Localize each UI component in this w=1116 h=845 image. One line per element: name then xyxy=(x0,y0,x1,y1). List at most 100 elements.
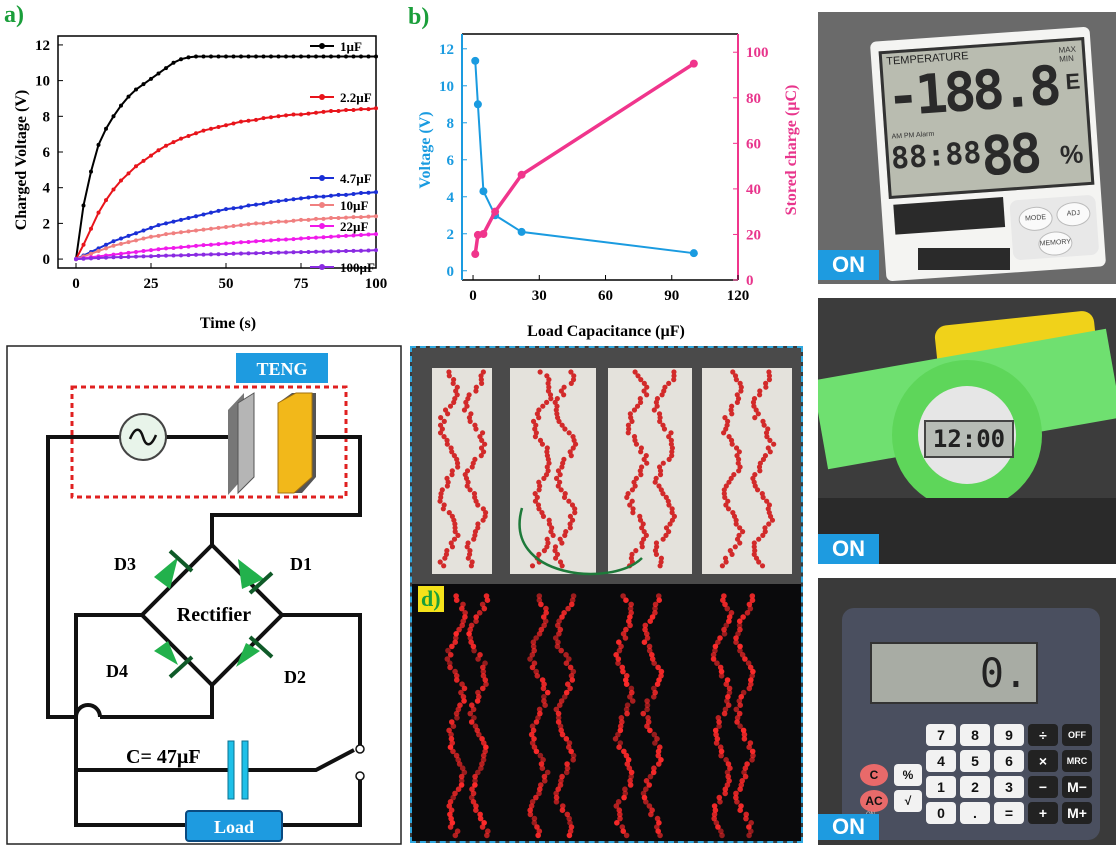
calculator-key-sqrt[interactable]: √ xyxy=(894,790,922,812)
glowing-led xyxy=(568,673,575,679)
glowing-led xyxy=(459,765,466,771)
calculator-key[interactable]: 2 xyxy=(960,776,990,798)
glowing-led xyxy=(470,799,477,805)
glowing-led xyxy=(623,681,630,687)
glowing-led xyxy=(539,677,546,683)
glowing-led xyxy=(533,635,539,641)
glowing-led xyxy=(623,597,629,603)
calculator-key[interactable]: . xyxy=(960,802,990,824)
chart-a-point xyxy=(194,252,198,257)
calculator-key-percent[interactable]: % xyxy=(894,764,922,786)
led xyxy=(643,532,649,538)
calculator-key[interactable]: 9 xyxy=(994,724,1024,746)
glowing-led xyxy=(718,668,725,675)
glowing-led xyxy=(553,799,560,805)
thermometer-memory-button[interactable]: MEMORY xyxy=(1037,230,1074,257)
chart-b-left-tick-label: 0 xyxy=(447,264,455,280)
chart-b-point xyxy=(517,170,526,179)
calculator-key[interactable]: ÷ xyxy=(1028,724,1058,746)
calculator-key[interactable]: 7 xyxy=(926,724,956,746)
calculator-key[interactable]: + xyxy=(1028,802,1058,824)
led xyxy=(723,559,729,565)
glowing-led xyxy=(462,610,468,616)
chart-a-point xyxy=(276,250,281,255)
led xyxy=(454,392,460,398)
led xyxy=(482,441,488,447)
glowing-led xyxy=(725,773,732,780)
led xyxy=(546,384,552,390)
glowing-led xyxy=(733,639,739,645)
thermometer-adj-button[interactable]: ADJ xyxy=(1055,201,1092,228)
led xyxy=(546,517,552,523)
led xyxy=(627,502,633,508)
led xyxy=(740,529,746,535)
glowing-led xyxy=(447,811,453,818)
chart-a-point xyxy=(224,252,228,257)
glowing-led xyxy=(622,635,629,641)
chart-a-point xyxy=(239,205,243,210)
led xyxy=(446,373,452,379)
chart-a-point xyxy=(246,251,251,256)
glowing-led xyxy=(713,820,720,826)
calculator-key[interactable]: 8 xyxy=(960,724,990,746)
glowing-led xyxy=(718,828,724,834)
led xyxy=(471,536,477,542)
chart-a-point xyxy=(216,54,221,59)
calculator-key-c[interactable]: C xyxy=(860,764,888,786)
calculator-key[interactable]: × xyxy=(1028,750,1058,772)
glowing-led xyxy=(466,631,472,637)
glowing-led xyxy=(617,740,624,746)
led xyxy=(733,517,739,523)
calculator-key[interactable]: M− xyxy=(1062,776,1092,798)
chart-a-point xyxy=(104,255,108,260)
chart-a-point xyxy=(231,224,236,229)
led xyxy=(641,456,647,462)
calculator-key[interactable]: MRC xyxy=(1062,750,1092,772)
thermometer-mode-button[interactable]: MODE xyxy=(1017,205,1054,232)
glowing-led xyxy=(716,723,722,729)
glowing-led xyxy=(452,832,459,839)
chart-a-point xyxy=(336,192,341,197)
calculator-key-ac[interactable]: AC xyxy=(860,790,888,812)
glowing-led xyxy=(643,778,650,784)
chart-a-point xyxy=(171,231,176,236)
led xyxy=(630,506,636,512)
calculator-key[interactable]: − xyxy=(1028,776,1058,798)
calculator-key[interactable]: = xyxy=(994,802,1024,824)
chart-a-point xyxy=(269,115,273,120)
calculator-key[interactable]: 6 xyxy=(994,750,1024,772)
calculator-key[interactable]: 4 xyxy=(926,750,956,772)
led xyxy=(660,536,666,542)
glowing-led xyxy=(539,765,546,771)
calculator-key[interactable]: OFF xyxy=(1062,724,1092,746)
glowing-led xyxy=(617,727,624,734)
chart-a-point xyxy=(359,248,363,253)
glowing-led xyxy=(628,769,635,776)
glowing-led xyxy=(655,761,662,767)
glowing-led xyxy=(641,639,648,645)
led xyxy=(719,563,726,569)
calculator-key[interactable]: 3 xyxy=(994,776,1024,798)
led xyxy=(547,392,554,398)
calculator-display: 0. xyxy=(870,642,1038,704)
calculator-key[interactable]: M+ xyxy=(1062,802,1092,824)
calculator-key[interactable]: 1 xyxy=(926,776,956,798)
glowing-led xyxy=(473,807,479,813)
chart-a-point xyxy=(141,254,146,259)
glowing-led xyxy=(543,610,549,616)
glowing-led xyxy=(738,803,744,809)
led xyxy=(762,529,768,535)
led xyxy=(638,449,644,455)
load-box xyxy=(185,810,283,842)
calculator-key[interactable]: 0 xyxy=(926,802,956,824)
chart-a-point xyxy=(194,131,198,136)
chart-a-point xyxy=(111,255,116,260)
glowing-led xyxy=(480,668,487,675)
glowing-led xyxy=(713,731,719,738)
glowing-led xyxy=(559,773,565,780)
calculator-key[interactable]: 5 xyxy=(960,750,990,772)
chart-a-x-label: Time (s) xyxy=(200,315,256,332)
glowing-led xyxy=(536,828,543,834)
glowing-led xyxy=(564,681,571,687)
glowing-led xyxy=(655,828,661,834)
